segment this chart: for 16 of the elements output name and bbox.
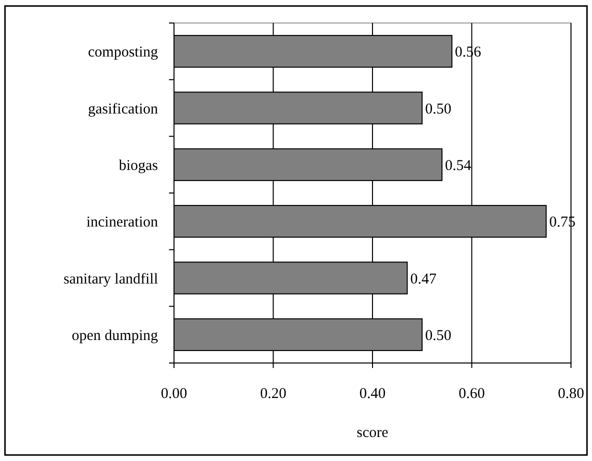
x-tick-label: 0.40 [359, 386, 386, 402]
y-tick-label: open dumping [72, 328, 158, 344]
data-label: 0.50 [425, 328, 452, 344]
y-tick-label: incineration [86, 214, 158, 231]
x-axis-title: score [356, 425, 389, 441]
y-tick-label: biogas [118, 158, 158, 174]
x-tick-label: 0.60 [458, 386, 485, 402]
x-tick-label: 0.00 [160, 386, 188, 402]
data-label: 0.47 [410, 271, 437, 288]
y-tick-label: sanitary landfill [63, 271, 158, 288]
y-tick-label: composting [88, 44, 158, 61]
data-label: 0.50 [425, 101, 452, 118]
y-tick-label: gasification [88, 101, 158, 118]
x-tick-label: 0.20 [260, 386, 286, 402]
x-tick-label: 0.80 [558, 386, 584, 402]
data-label: 0.54 [444, 158, 472, 174]
